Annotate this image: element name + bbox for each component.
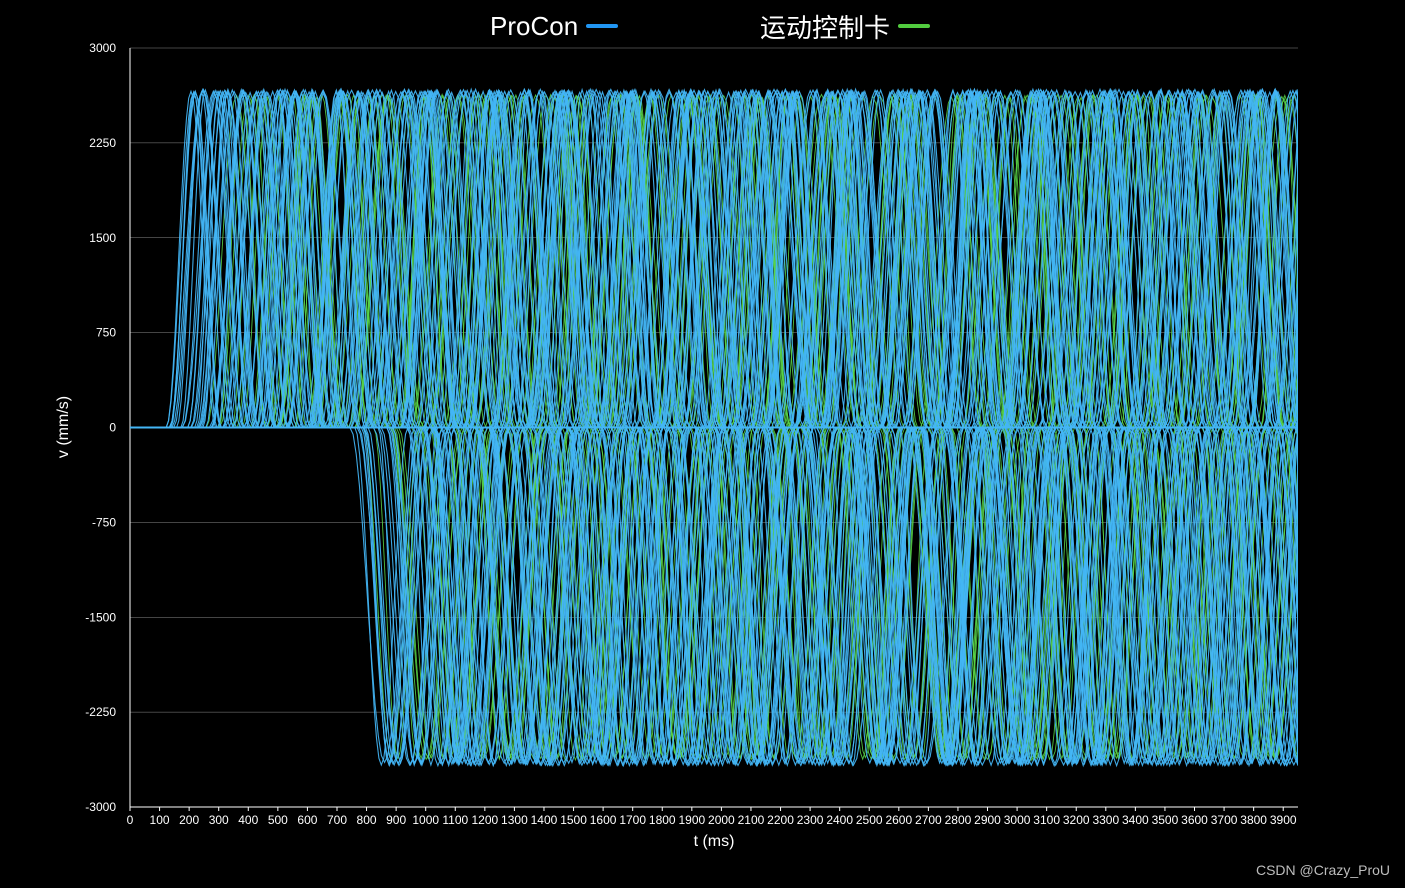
y-tick-label: 2250 — [89, 136, 116, 150]
x-tick-label: 1300 — [501, 813, 528, 827]
x-tick-label: 2400 — [826, 813, 853, 827]
legend-swatch-card — [898, 24, 931, 28]
legend-item-card[interactable]: 运动控制卡 — [760, 8, 931, 44]
y-tick-label: -3000 — [85, 800, 116, 814]
series-line-procon — [130, 89, 1298, 429]
x-tick-label: 2000 — [708, 813, 735, 827]
y-tick-label: -1500 — [85, 610, 116, 624]
x-tick-label: 1400 — [531, 813, 558, 827]
x-tick-label: 200 — [179, 813, 199, 827]
y-axis-title: v (mm/s) — [55, 395, 72, 459]
legend-item-procon[interactable]: ProCon — [490, 8, 619, 44]
legend-swatch-procon — [586, 24, 619, 28]
series-line-procon — [130, 426, 1298, 765]
x-tick-label: 1500 — [560, 813, 587, 827]
x-tick-label: 2500 — [856, 813, 883, 827]
y-tick-label: -750 — [92, 515, 116, 529]
x-tick-label: 2900 — [974, 813, 1001, 827]
y-tick-label: 0 — [109, 421, 116, 435]
x-tick-label: 100 — [150, 813, 170, 827]
series-line-procon — [130, 87, 1298, 429]
y-tick-label: -2250 — [85, 705, 116, 719]
x-tick-label: 1200 — [471, 813, 498, 827]
x-tick-label: 3800 — [1240, 813, 1267, 827]
y-tick-label: 3000 — [89, 41, 116, 55]
series-line-procon — [130, 426, 1298, 766]
x-tick-label: 600 — [297, 813, 317, 827]
x-tick-label: 700 — [327, 813, 347, 827]
x-tick-label: 1100 — [442, 813, 468, 827]
x-tick-label: 2800 — [945, 813, 972, 827]
chart-legend: ProCon 运动控制卡 — [0, 8, 1405, 44]
x-tick-label: 1800 — [649, 813, 676, 827]
x-tick-label: 3700 — [1211, 813, 1238, 827]
x-tick-label: 0 — [127, 813, 134, 827]
series-line-procon — [130, 426, 1298, 768]
y-tick-label: 750 — [96, 326, 116, 340]
x-tick-label: 900 — [386, 813, 406, 827]
x-tick-label: 1900 — [678, 813, 705, 827]
x-tick-label: 400 — [238, 813, 258, 827]
x-tick-label: 300 — [209, 813, 229, 827]
series-line-procon — [130, 89, 1298, 429]
x-tick-label: 3200 — [1063, 813, 1090, 827]
x-tick-label: 3100 — [1033, 813, 1060, 827]
y-tick-label: 1500 — [89, 231, 116, 245]
x-tick-label: 2700 — [915, 813, 942, 827]
series-line-procon — [130, 87, 1298, 429]
x-tick-label: 2200 — [767, 813, 794, 827]
series-line-procon — [130, 89, 1298, 429]
series-line-procon — [130, 426, 1298, 766]
x-tick-label: 3600 — [1181, 813, 1208, 827]
x-tick-label: 1600 — [590, 813, 617, 827]
watermark: CSDN @Crazy_ProU — [1255, 862, 1390, 878]
legend-label-procon: ProCon — [490, 10, 579, 41]
x-tick-label: 3300 — [1092, 813, 1119, 827]
x-tick-label: 500 — [268, 813, 288, 827]
series-lines — [130, 87, 1298, 768]
x-tick-label: 1700 — [619, 813, 646, 827]
x-tick-label: 2100 — [738, 813, 765, 827]
x-tick-label: 1000 — [412, 813, 439, 827]
x-tick-label: 3900 — [1270, 813, 1297, 827]
x-axis-title: t (ms) — [693, 833, 735, 850]
series-line-procon — [130, 87, 1298, 429]
x-tick-label: 3400 — [1122, 813, 1149, 827]
x-tick-label: 2600 — [885, 813, 912, 827]
series-line-procon — [130, 90, 1298, 429]
legend-label-card: 运动控制卡 — [760, 12, 891, 43]
tick-labels: 3000 2250 1500 750 0 -750 -1500 -2250 -3000 0 100 2… — [85, 41, 1297, 827]
x-tick-label: 3000 — [1004, 813, 1031, 827]
series-line-procon — [130, 90, 1298, 429]
x-tick-label: 800 — [357, 813, 377, 827]
x-tick-label: 2300 — [797, 813, 824, 827]
x-tick-label: 3500 — [1152, 813, 1179, 827]
